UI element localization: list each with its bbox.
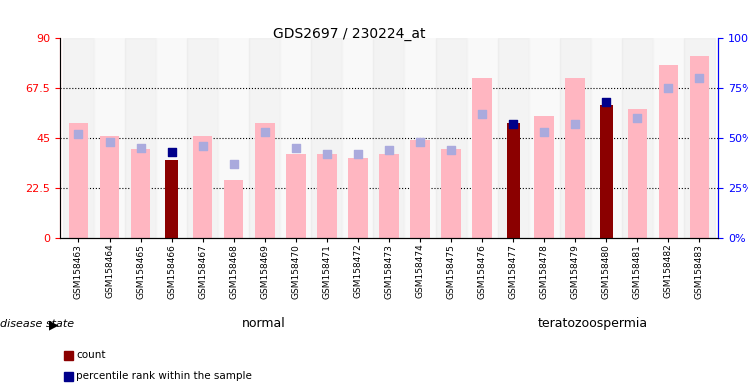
Bar — [348, 158, 368, 238]
Bar — [249, 38, 280, 238]
Bar — [187, 38, 218, 238]
Bar — [165, 161, 178, 238]
Point — [507, 121, 519, 127]
Bar — [99, 136, 119, 238]
Bar — [224, 180, 244, 238]
Bar — [405, 38, 435, 238]
Point — [601, 99, 613, 105]
Bar — [690, 56, 709, 238]
Point — [73, 131, 85, 137]
Bar — [441, 149, 461, 238]
Point — [414, 139, 426, 145]
Bar — [628, 109, 647, 238]
Point — [352, 151, 364, 157]
Bar — [69, 123, 88, 238]
Point — [103, 139, 115, 145]
Bar — [286, 154, 306, 238]
Bar — [410, 141, 430, 238]
Bar — [193, 136, 212, 238]
Bar — [529, 38, 560, 238]
Point — [321, 151, 333, 157]
Bar — [317, 154, 337, 238]
Point — [569, 121, 581, 127]
Text: percentile rank within the sample: percentile rank within the sample — [76, 371, 252, 381]
Bar — [156, 38, 187, 238]
Bar — [560, 38, 591, 238]
Point — [445, 147, 457, 153]
Bar — [467, 38, 497, 238]
Point — [259, 129, 271, 135]
Bar — [343, 38, 373, 238]
Bar — [534, 116, 554, 238]
Bar — [373, 38, 405, 238]
Text: disease state: disease state — [0, 319, 74, 329]
Text: teratozoospermia: teratozoospermia — [538, 317, 648, 330]
Text: count: count — [76, 350, 105, 360]
Bar — [472, 78, 492, 238]
Text: GDS2697 / 230224_at: GDS2697 / 230224_at — [273, 27, 426, 41]
Point — [693, 75, 705, 81]
Point — [663, 85, 675, 91]
Bar — [659, 65, 678, 238]
Point — [631, 115, 643, 121]
Point — [227, 161, 239, 167]
Point — [289, 145, 301, 151]
Bar — [506, 123, 520, 238]
Bar — [435, 38, 467, 238]
Bar — [653, 38, 684, 238]
Text: normal: normal — [242, 317, 286, 330]
Bar — [622, 38, 653, 238]
Bar — [255, 123, 275, 238]
Bar — [280, 38, 311, 238]
Bar — [591, 38, 622, 238]
Bar — [218, 38, 249, 238]
Point — [135, 145, 147, 151]
Bar — [131, 149, 150, 238]
Bar — [63, 38, 94, 238]
Bar — [379, 154, 399, 238]
Bar — [497, 38, 529, 238]
Bar — [125, 38, 156, 238]
Point — [383, 147, 395, 153]
Point — [476, 111, 488, 118]
Point — [197, 143, 209, 149]
Bar — [311, 38, 343, 238]
Bar — [600, 105, 613, 238]
Point — [165, 149, 177, 155]
Bar — [565, 78, 585, 238]
Bar — [94, 38, 125, 238]
Point — [539, 129, 551, 135]
Text: ▶: ▶ — [49, 318, 58, 331]
Bar — [684, 38, 715, 238]
